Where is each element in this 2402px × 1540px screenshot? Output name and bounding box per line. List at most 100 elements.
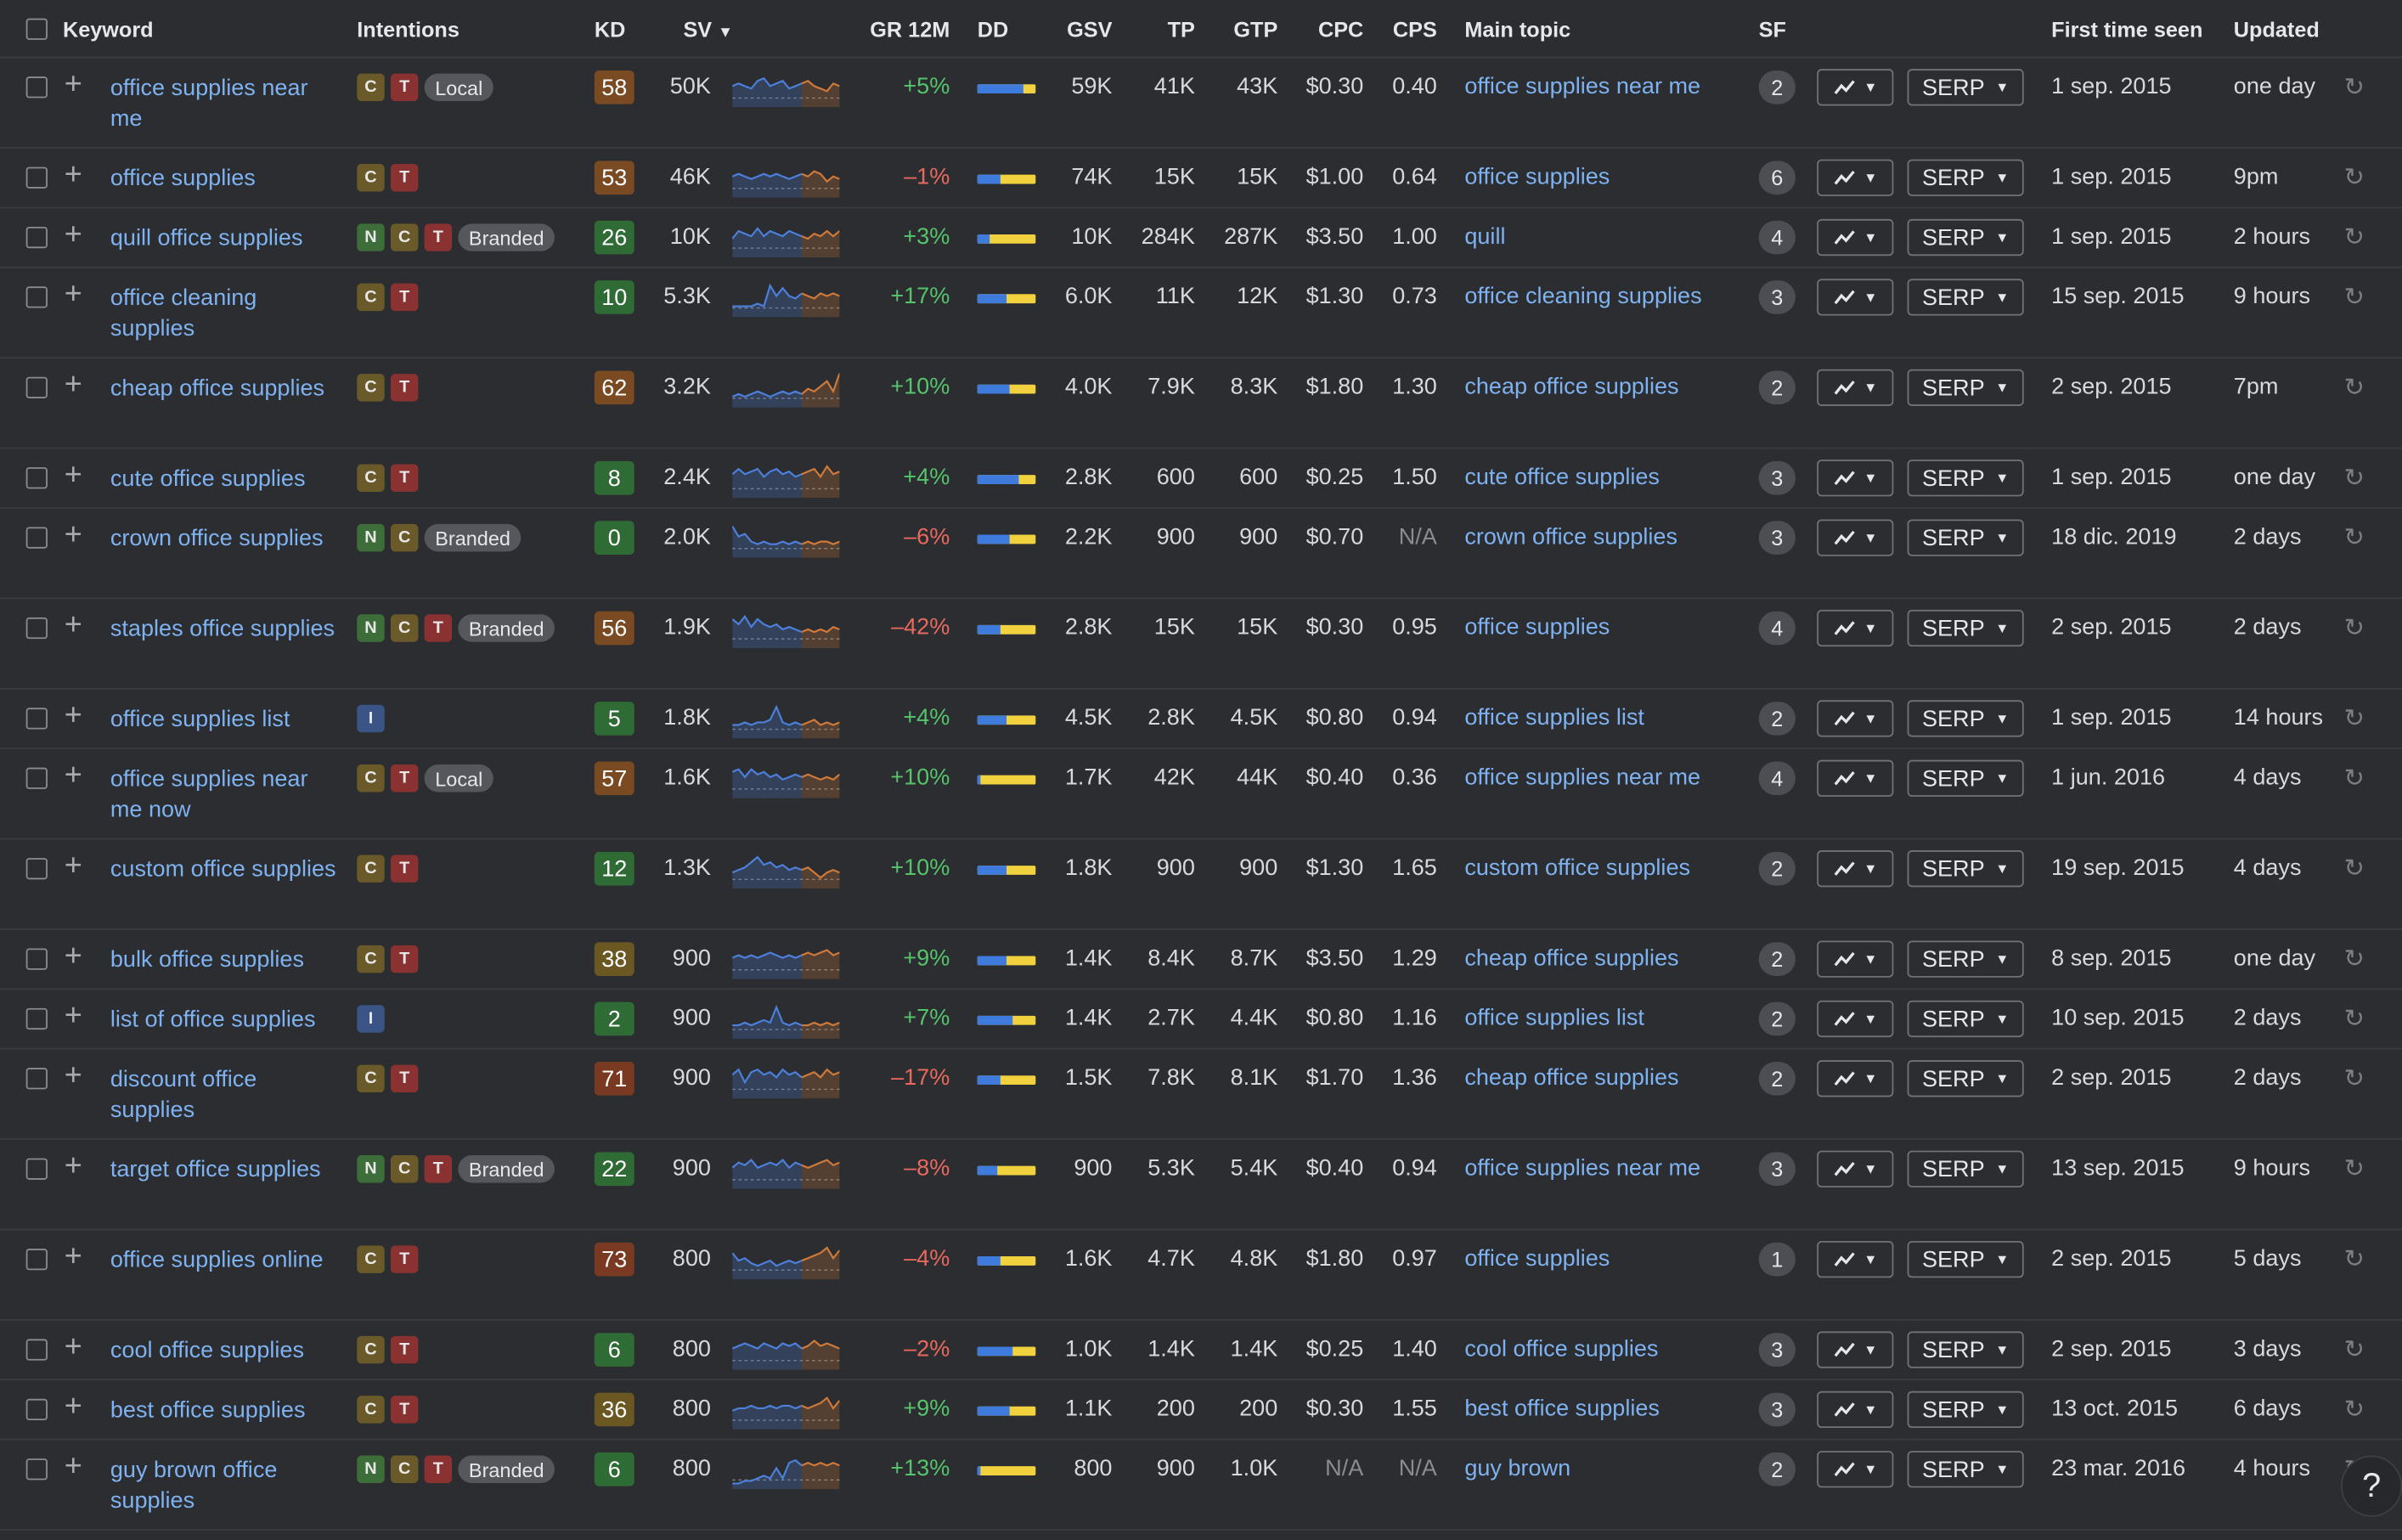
- add-to-list-icon[interactable]: +: [64, 1329, 82, 1364]
- row-checkbox[interactable]: [25, 467, 48, 489]
- serp-features-count[interactable]: 2: [1758, 942, 1796, 976]
- trend-dropdown[interactable]: ▼: [1817, 69, 1894, 106]
- col-keyword[interactable]: Keyword: [62, 16, 154, 42]
- serp-features-count[interactable]: 3: [1758, 280, 1796, 314]
- add-to-list-icon[interactable]: +: [64, 1389, 82, 1424]
- select-all-checkbox[interactable]: [25, 18, 48, 40]
- refresh-icon[interactable]: ↻: [2343, 285, 2365, 312]
- refresh-icon[interactable]: ↻: [2343, 856, 2365, 883]
- col-sf[interactable]: SF: [1758, 16, 1786, 42]
- row-checkbox[interactable]: [25, 1068, 48, 1090]
- trend-dropdown[interactable]: ▼: [1817, 159, 1894, 196]
- col-cpc[interactable]: CPC: [1317, 16, 1364, 42]
- serp-features-count[interactable]: 3: [1758, 521, 1796, 555]
- serp-features-count[interactable]: 4: [1758, 611, 1796, 646]
- serp-dropdown[interactable]: SERP ▼: [1907, 940, 2024, 978]
- add-to-list-icon[interactable]: +: [64, 608, 82, 642]
- refresh-icon[interactable]: ↻: [2343, 1337, 2365, 1364]
- serp-dropdown[interactable]: SERP ▼: [1907, 1240, 2024, 1278]
- trend-sparkline[interactable]: [732, 939, 840, 979]
- main-topic-link[interactable]: office cleaning supplies: [1464, 283, 1702, 310]
- serp-dropdown[interactable]: SERP ▼: [1907, 1391, 2024, 1429]
- refresh-icon[interactable]: ↻: [2343, 375, 2365, 402]
- keyword-link[interactable]: custom office supplies: [110, 856, 336, 883]
- trend-sparkline[interactable]: [732, 518, 840, 558]
- trend-dropdown[interactable]: ▼: [1817, 1240, 1894, 1278]
- add-to-list-icon[interactable]: +: [64, 698, 82, 733]
- row-checkbox[interactable]: [25, 1007, 48, 1030]
- serp-features-count[interactable]: 4: [1758, 220, 1796, 255]
- refresh-icon[interactable]: ↻: [2343, 525, 2365, 552]
- refresh-icon[interactable]: ↻: [2343, 946, 2365, 973]
- serp-dropdown[interactable]: SERP ▼: [1907, 69, 2024, 106]
- row-checkbox[interactable]: [25, 858, 48, 880]
- trend-dropdown[interactable]: ▼: [1817, 218, 1894, 257]
- serp-features-count[interactable]: 6: [1758, 161, 1796, 195]
- trend-dropdown[interactable]: ▼: [1817, 700, 1894, 737]
- keyword-link[interactable]: best office supplies: [110, 1396, 306, 1424]
- refresh-icon[interactable]: ↻: [2343, 1247, 2365, 1273]
- trend-sparkline[interactable]: [732, 1449, 840, 1490]
- keyword-link[interactable]: cool office supplies: [110, 1337, 304, 1364]
- trend-dropdown[interactable]: ▼: [1817, 369, 1894, 406]
- serp-features-count[interactable]: 2: [1758, 1001, 1796, 1036]
- main-topic-link[interactable]: best office supplies: [1464, 1396, 1660, 1422]
- col-updated[interactable]: Updated: [2233, 16, 2320, 42]
- trend-dropdown[interactable]: ▼: [1817, 1060, 1894, 1097]
- serp-dropdown[interactable]: SERP ▼: [1907, 700, 2024, 737]
- serp-dropdown[interactable]: SERP ▼: [1907, 850, 2024, 888]
- row-checkbox[interactable]: [25, 226, 48, 249]
- row-checkbox[interactable]: [25, 948, 48, 970]
- row-checkbox[interactable]: [25, 166, 48, 189]
- add-to-list-icon[interactable]: +: [64, 849, 82, 883]
- trend-sparkline[interactable]: [732, 1390, 840, 1430]
- trend-dropdown[interactable]: ▼: [1817, 1000, 1894, 1038]
- trend-sparkline[interactable]: [732, 368, 840, 408]
- serp-features-count[interactable]: 1: [1758, 1242, 1796, 1277]
- main-topic-link[interactable]: guy brown: [1464, 1455, 1571, 1482]
- serp-features-count[interactable]: 3: [1758, 460, 1796, 495]
- row-checkbox[interactable]: [25, 617, 48, 640]
- refresh-icon[interactable]: ↻: [2343, 706, 2365, 733]
- serp-dropdown[interactable]: SERP ▼: [1907, 519, 2024, 556]
- main-topic-link[interactable]: quill: [1464, 223, 1506, 251]
- keyword-link[interactable]: crown office supplies: [110, 525, 324, 552]
- refresh-icon[interactable]: ↻: [2343, 1066, 2365, 1093]
- main-topic-link[interactable]: cute office supplies: [1464, 464, 1660, 491]
- keyword-link[interactable]: guy brown office supplies: [110, 1457, 278, 1515]
- add-to-list-icon[interactable]: +: [64, 67, 82, 102]
- row-checkbox[interactable]: [25, 376, 48, 398]
- serp-features-count[interactable]: 2: [1758, 70, 1796, 104]
- trend-dropdown[interactable]: ▼: [1817, 1150, 1894, 1187]
- row-checkbox[interactable]: [25, 1158, 48, 1180]
- serp-dropdown[interactable]: SERP ▼: [1907, 1000, 2024, 1038]
- serp-features-count[interactable]: 3: [1758, 1152, 1796, 1187]
- row-checkbox[interactable]: [25, 1458, 48, 1481]
- col-main-topic[interactable]: Main topic: [1464, 16, 1571, 42]
- add-to-list-icon[interactable]: +: [64, 367, 82, 402]
- refresh-icon[interactable]: ↻: [2343, 465, 2365, 492]
- add-to-list-icon[interactable]: +: [64, 1148, 82, 1183]
- add-to-list-icon[interactable]: +: [64, 517, 82, 552]
- add-to-list-icon[interactable]: +: [64, 458, 82, 492]
- serp-features-count[interactable]: 2: [1758, 702, 1796, 736]
- trend-dropdown[interactable]: ▼: [1817, 460, 1894, 497]
- row-checkbox[interactable]: [25, 1249, 48, 1271]
- col-first-seen[interactable]: First time seen: [2051, 16, 2203, 42]
- refresh-icon[interactable]: ↻: [2343, 165, 2365, 192]
- row-checkbox[interactable]: [25, 1398, 48, 1421]
- main-topic-link[interactable]: cheap office supplies: [1464, 945, 1679, 972]
- add-to-list-icon[interactable]: +: [64, 1449, 82, 1483]
- col-gsv[interactable]: GSV: [1067, 16, 1113, 42]
- keyword-link[interactable]: bulk office supplies: [110, 946, 304, 973]
- main-topic-link[interactable]: office supplies near me: [1464, 764, 1701, 791]
- serp-dropdown[interactable]: SERP ▼: [1907, 1060, 2024, 1097]
- refresh-icon[interactable]: ↻: [2343, 75, 2365, 102]
- keyword-link[interactable]: list of office supplies: [110, 1007, 316, 1033]
- main-topic-link[interactable]: office supplies: [1464, 163, 1610, 190]
- row-checkbox[interactable]: [25, 286, 48, 308]
- trend-dropdown[interactable]: ▼: [1817, 519, 1894, 556]
- trend-dropdown[interactable]: ▼: [1817, 279, 1894, 316]
- add-to-list-icon[interactable]: +: [64, 277, 82, 312]
- trend-sparkline[interactable]: [732, 158, 840, 198]
